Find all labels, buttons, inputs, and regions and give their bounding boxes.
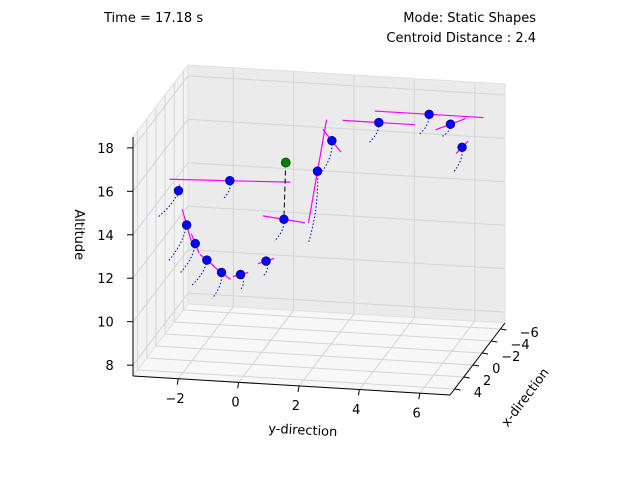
grid-line xyxy=(137,369,455,390)
mode-readout: Mode: Static Shapes xyxy=(403,11,536,26)
agent-point-4 xyxy=(202,255,212,265)
agent-point-7 xyxy=(261,256,271,266)
grid-lines xyxy=(132,67,506,394)
tick-mark xyxy=(463,376,470,379)
trajectory-line xyxy=(368,122,380,144)
y-tick-label: 2 xyxy=(292,399,300,414)
tick-mark xyxy=(357,389,360,396)
tick-mark xyxy=(297,385,300,393)
agent-point-13 xyxy=(424,109,434,120)
agent-point-2 xyxy=(181,220,192,230)
z-tick-label: 12 xyxy=(97,272,114,287)
agent-point-5 xyxy=(216,267,227,278)
data-marks xyxy=(173,109,467,280)
x-tick-label: −2 xyxy=(501,350,520,365)
x-tick-label: 2 xyxy=(483,374,491,389)
x-axis-line xyxy=(449,322,506,396)
grid-line xyxy=(187,162,506,183)
z-tick-label: 14 xyxy=(97,229,114,244)
grid-line xyxy=(419,320,476,394)
y-tick-label: 0 xyxy=(231,396,239,411)
y-tick-label: −2 xyxy=(165,392,184,407)
z-tick-label: 8 xyxy=(106,359,114,374)
x-tick-label: −4 xyxy=(510,338,529,353)
axis-lines xyxy=(127,137,507,400)
tick-mark xyxy=(491,340,498,343)
grid-line xyxy=(187,205,506,226)
agent-point-11 xyxy=(327,136,337,146)
agent-point-3 xyxy=(190,238,200,249)
z-tick-label: 18 xyxy=(97,142,114,157)
trajectory-line xyxy=(418,114,430,136)
y-tick-label: 4 xyxy=(352,403,360,418)
grid-line xyxy=(174,321,492,342)
agent-point-6 xyxy=(235,269,246,280)
z-axis-label: Altitude xyxy=(71,209,86,260)
grid-line xyxy=(183,309,501,330)
tick-mark xyxy=(237,382,240,389)
target-point xyxy=(280,157,291,168)
grid-line xyxy=(155,345,473,366)
x-axis-label: x-direction xyxy=(499,366,553,430)
trajectory-line xyxy=(308,171,319,243)
grid-line xyxy=(165,333,483,354)
grid-line xyxy=(132,249,189,322)
trajectory-line xyxy=(211,272,223,299)
trajectory-line xyxy=(157,190,179,218)
y-axis-label: y-direction xyxy=(268,422,338,441)
agent-point-15 xyxy=(457,142,467,152)
grid-line xyxy=(132,162,189,236)
tick-mark xyxy=(472,364,479,367)
x-tick-label: −6 xyxy=(520,326,539,341)
grid-line xyxy=(132,292,189,366)
grid-line xyxy=(298,313,355,387)
tick-mark xyxy=(454,388,461,391)
agent-point-14 xyxy=(445,119,456,129)
agent-point-1 xyxy=(173,185,184,196)
trajectory-line xyxy=(452,147,463,173)
grid-line xyxy=(359,317,415,390)
tick-mark xyxy=(482,352,489,355)
trajectory-line xyxy=(273,219,285,242)
grid-line xyxy=(132,75,189,149)
back-pane xyxy=(187,64,506,324)
grid-line xyxy=(132,119,189,192)
z-tick-label: 16 xyxy=(97,185,114,200)
agent-point-10 xyxy=(312,166,323,176)
agent-point-8 xyxy=(279,214,289,224)
x-tick-label: 0 xyxy=(492,362,500,377)
agent-point-12 xyxy=(374,117,384,128)
time-readout: Time = 17.18 s xyxy=(104,11,204,26)
tick-mark xyxy=(418,393,421,400)
z-tick-label: 10 xyxy=(97,316,114,331)
agent-point-9 xyxy=(225,176,235,186)
y-axis-line xyxy=(132,375,451,396)
tick-mark xyxy=(500,328,507,331)
tick-mark xyxy=(176,378,179,385)
grid-line xyxy=(187,292,506,313)
grid-line xyxy=(187,75,506,96)
grid-line xyxy=(238,310,295,383)
grid-line xyxy=(132,205,189,279)
grid-line xyxy=(177,306,234,380)
grid-line xyxy=(187,118,506,139)
grid-line xyxy=(187,249,506,270)
trajectory-line xyxy=(322,140,333,172)
grid-line xyxy=(146,357,464,378)
axes-panes xyxy=(132,63,506,396)
x-tick-label: 4 xyxy=(474,386,482,401)
y-tick-label: 6 xyxy=(412,406,420,421)
centroid-distance-readout: Centroid Distance : 2.4 xyxy=(386,31,536,46)
target-link-line xyxy=(283,162,287,220)
